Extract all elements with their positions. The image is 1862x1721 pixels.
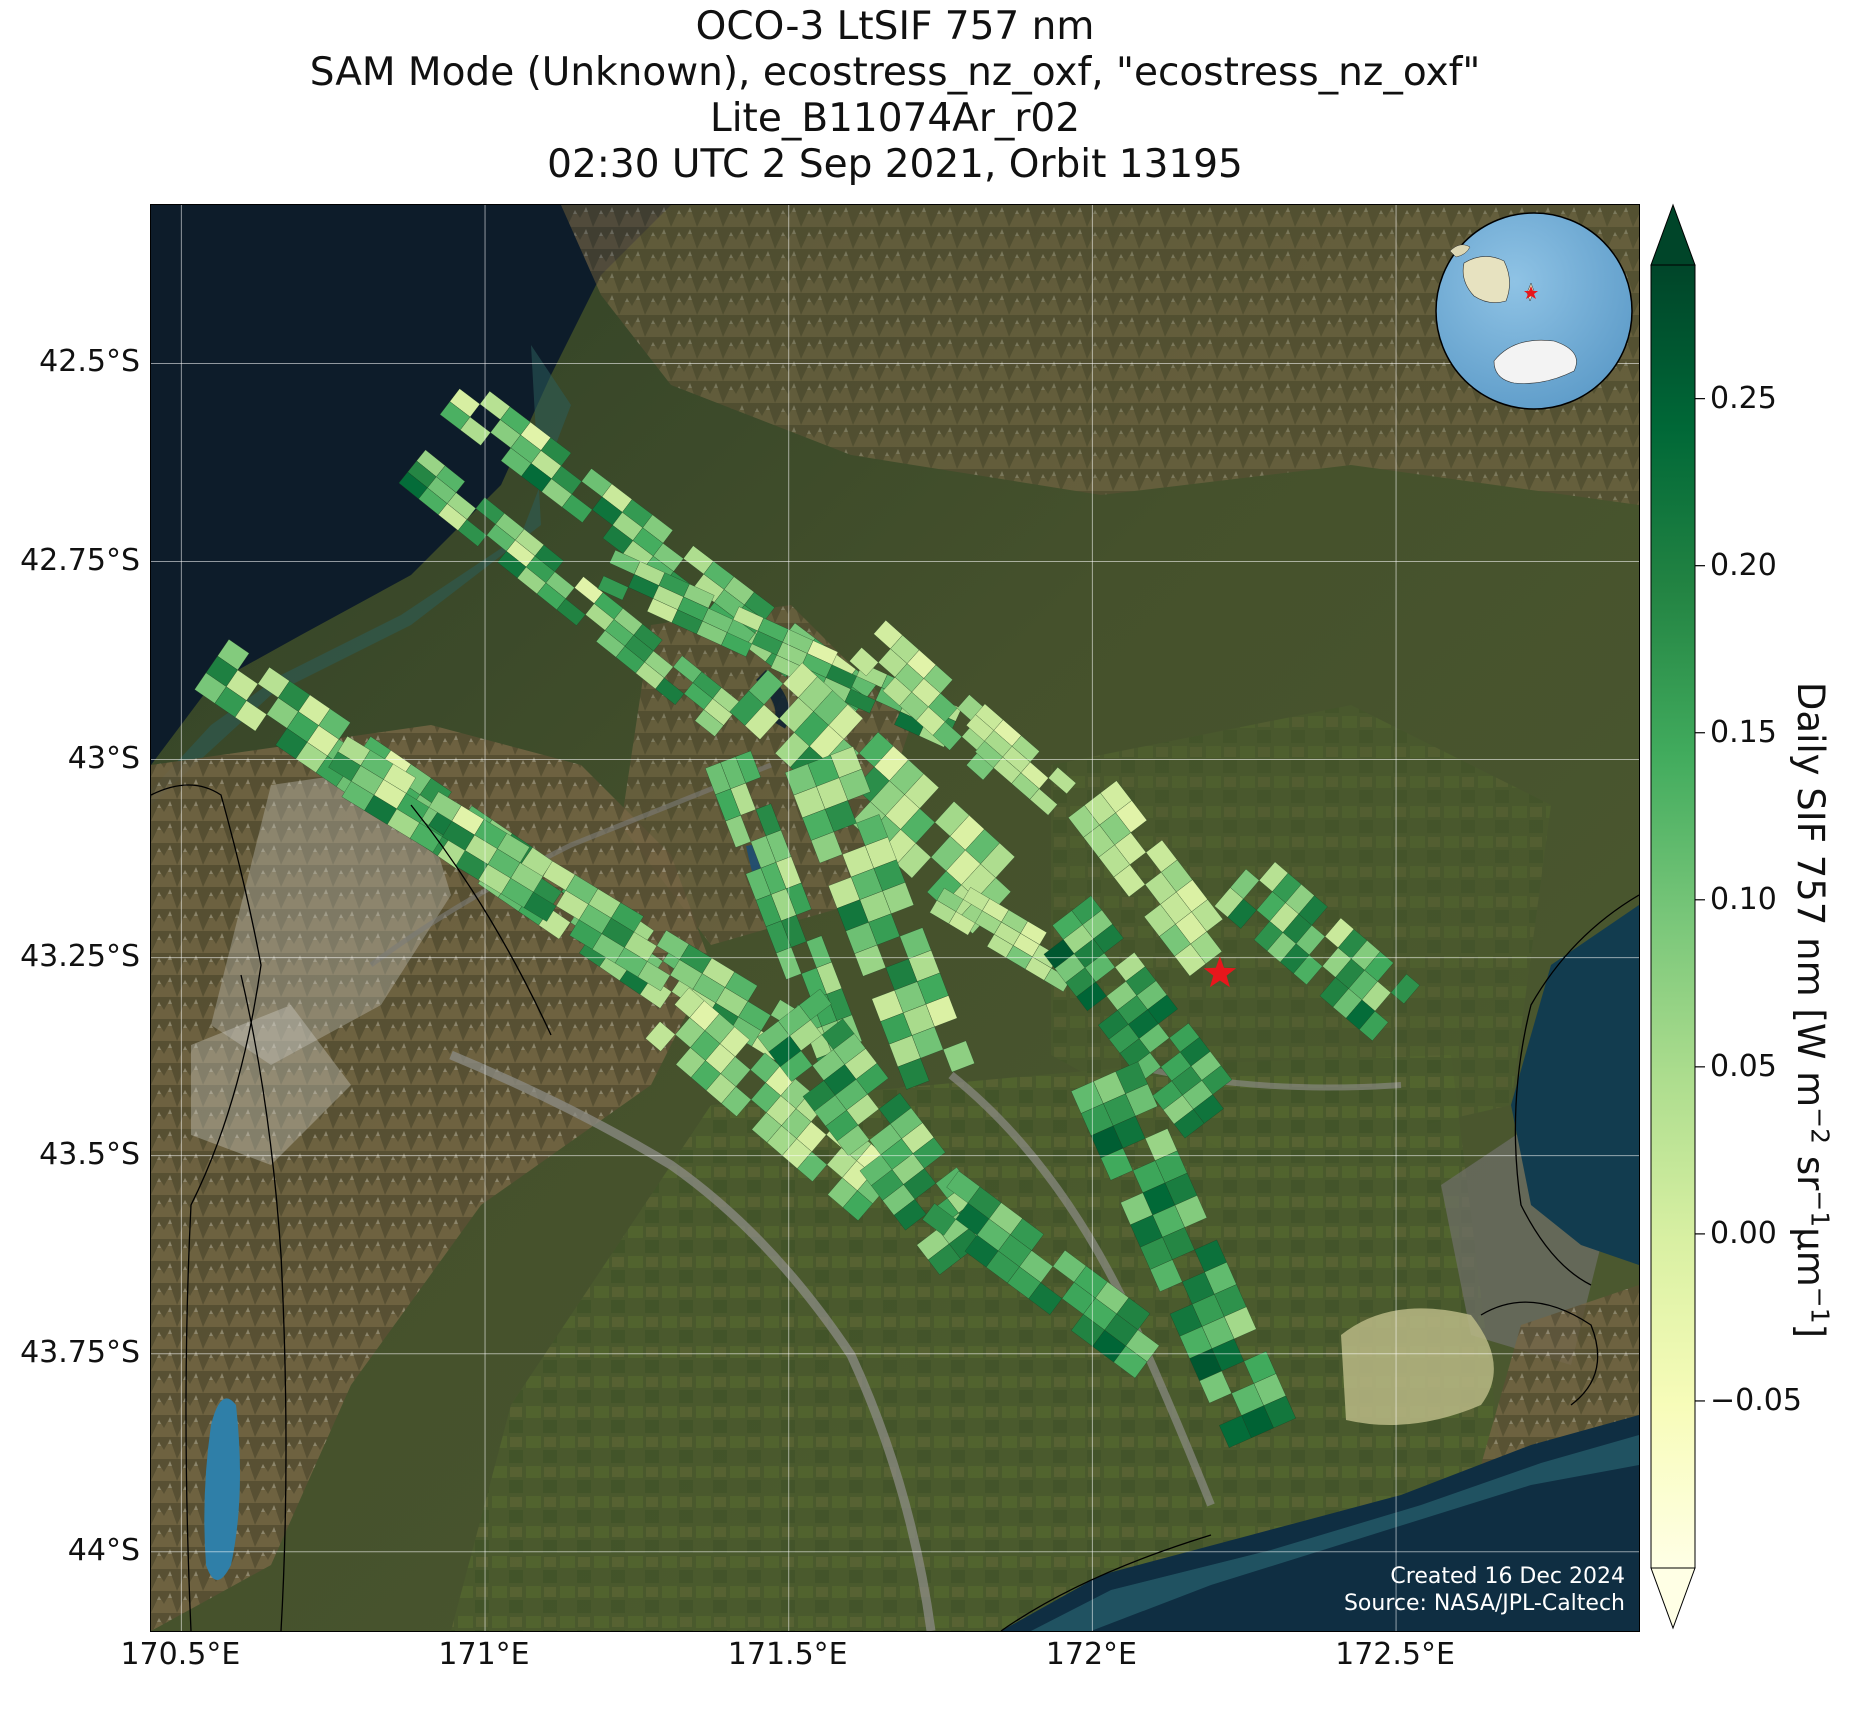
- sif-footprint: [897, 1058, 930, 1090]
- chart-title: OCO-3 LtSIF 757 nm SAM Mode (Unknown), e…: [0, 4, 1790, 188]
- sif-footprint: [725, 815, 751, 848]
- sif-footprint: [1113, 864, 1146, 898]
- sif-footprint: [694, 709, 724, 737]
- title-line-2: SAM Mode (Unknown), ecostress_nz_oxf, "e…: [309, 50, 1481, 95]
- sif-footprint: [927, 1243, 961, 1276]
- target-star-marker: [1203, 956, 1237, 988]
- sif-footprint: [1028, 1282, 1063, 1315]
- lat-tick-label: 43.5°S: [39, 1136, 140, 1172]
- source-credit: Source: NASA/JPL-Caltech: [1343, 1591, 1625, 1616]
- colorbar-tick-label: 0.25: [1710, 380, 1777, 416]
- colorbar-tick-label: 0.05: [1710, 1048, 1777, 1084]
- sif-footprint: [721, 632, 753, 657]
- sif-footprint: [457, 519, 487, 547]
- sif-footprint: [556, 598, 586, 626]
- sif-footprint: [797, 1151, 828, 1182]
- sif-footprint: [1076, 981, 1107, 1012]
- sif-footprint: [645, 1021, 676, 1052]
- sif-footprint: [1359, 1010, 1389, 1042]
- title-line-3: Lite_B11074Ar_r02: [709, 96, 1081, 141]
- sif-footprint: [893, 1199, 927, 1231]
- sif-footprint: [721, 1086, 752, 1117]
- basemap-imagery: [151, 205, 1639, 1631]
- sif-footprint: [1293, 954, 1323, 985]
- colorbar-ticks: [1695, 398, 1705, 1402]
- sif-footprint: [1048, 767, 1077, 795]
- colorbar-extend-top: [1650, 203, 1696, 266]
- sif-footprint: [1150, 1259, 1183, 1292]
- colorbar: [1650, 203, 1705, 1630]
- lon-tick-label: 172.5°E: [1335, 1637, 1455, 1672]
- lat-tick-label: 42.5°S: [39, 344, 140, 380]
- lat-tick-label: 43°S: [67, 740, 140, 776]
- inset-marker-icon: [1524, 286, 1538, 299]
- sif-footprint: [854, 944, 886, 977]
- lat-tick-label: 43.75°S: [20, 1334, 140, 1370]
- sif-footprint: [896, 843, 932, 879]
- title-line-1: OCO-3 LtSIF 757 nm: [695, 4, 1095, 49]
- sif-footprint: [1100, 1148, 1134, 1181]
- colorbar-tick-label: 0.20: [1710, 547, 1777, 583]
- lon-tick-label: 170.5°E: [120, 1637, 241, 1672]
- colorbar-body: [1650, 264, 1696, 1569]
- map-panel: Created 16 Dec 2024 Source: NASA/JPL-Cal…: [150, 204, 1640, 1632]
- lat-tick-label: 42.75°S: [20, 542, 140, 578]
- created-date: Created 16 Dec 2024: [1390, 1564, 1625, 1589]
- sif-footprint: [1029, 788, 1058, 816]
- sif-footprint: [597, 575, 629, 601]
- inset-globe: [1435, 212, 1633, 410]
- map-canvas: [151, 205, 1639, 1631]
- sif-footprint: [1199, 1370, 1232, 1404]
- colorbar-extend-bottom: [1650, 1567, 1696, 1630]
- sif-footprint: [1227, 898, 1257, 929]
- sif-footprint: [523, 891, 557, 922]
- sif-footprint: [561, 494, 593, 523]
- sif-footprint: [655, 677, 685, 706]
- sif-footprint: [234, 700, 267, 732]
- sif-footprint: [639, 977, 672, 1009]
- sif-footprint: [932, 721, 963, 751]
- lat-tick-label: 44°S: [67, 1532, 140, 1568]
- credits-text: Created 16 Dec 2024 Source: NASA/JPL-Cal…: [1344, 1563, 1625, 1617]
- colorbar-tick-label: 0.10: [1710, 881, 1777, 917]
- sif-footprint: [810, 831, 843, 864]
- sif-footprint: [460, 416, 491, 446]
- sif-footprint: [844, 688, 876, 714]
- lon-tick-label: 171°E: [438, 1637, 530, 1672]
- sif-footprint: [637, 961, 671, 992]
- colorbar-tick-label: 0.00: [1710, 1215, 1777, 1251]
- target-star-icon: [1203, 956, 1237, 988]
- sif-footprint: [409, 822, 443, 853]
- lon-tick-label: 172°E: [1045, 1637, 1137, 1672]
- lon-tick-label: 171.5°E: [727, 1637, 848, 1672]
- sif-footprint: [842, 1190, 873, 1221]
- sif-footprint: [849, 647, 879, 677]
- sif-footprint: [922, 1203, 957, 1236]
- colorbar-label: Daily SIF 757 nm [W m−2 sr−1μm−1]: [1789, 681, 1835, 1339]
- sif-footprint: [1173, 1109, 1205, 1139]
- sif-footprint: [744, 704, 780, 740]
- sif-footprint: [1219, 1415, 1252, 1448]
- colorbar-tick-label: 0.15: [1710, 714, 1777, 750]
- lat-tick-label: 43.25°S: [20, 938, 140, 974]
- colorbar-tick-label: −0.05: [1710, 1382, 1802, 1418]
- sif-footprint: [948, 911, 976, 936]
- sif-footprint: [943, 1040, 975, 1073]
- coastline-borders: [151, 784, 1639, 1631]
- gridlines: [151, 205, 1639, 1631]
- title-line-4: 02:30 UTC 2 Sep 2021, Orbit 13195: [547, 142, 1243, 187]
